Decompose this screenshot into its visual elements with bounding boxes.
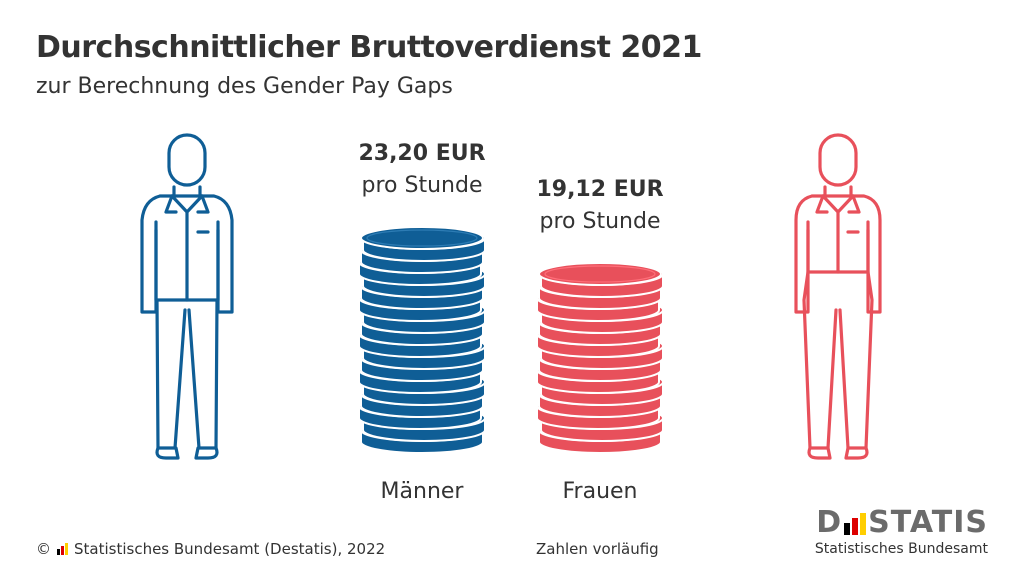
male-figure-icon [140,133,234,460]
coin-stack-0 [358,226,486,454]
logo-word-right: STATIS [868,505,988,540]
category-label-0: Männer [381,479,465,504]
flag-bar-black [57,549,60,555]
coin-stack-1 [536,262,664,454]
unit-label-0: pro Stunde [362,173,483,198]
source-text: Statistisches Bundesamt (Destatis), 2022 [74,540,386,558]
preliminary-note: Zahlen vorläufig [536,540,659,558]
destatis-logo: D STATIS Statistisches Bundesamt [814,505,988,558]
coin-top-ridge [366,229,478,247]
coin-top-face [538,262,662,286]
logo-bar-red [852,518,859,535]
logo-bar-black [844,523,851,535]
value-label-1: 19,12 EUR [536,177,663,202]
unit-label-1: pro Stunde [540,209,661,234]
category-label-1: Frauen [562,479,637,504]
value-label-0: 23,20 EUR [358,141,485,166]
logo-subtitle: Statistisches Bundesamt [814,541,988,557]
logo-bars-icon [844,513,867,535]
chart-title: Durchschnittlicher Bruttoverdienst 2021 [36,30,702,65]
coin-top [360,226,484,250]
coin-top [538,262,662,286]
chart-subtitle: zur Berechnung des Gender Pay Gaps [36,74,453,99]
flag-bar-gold [65,543,68,555]
logo-bar-gold [860,513,867,535]
female-figure-icon [794,133,882,460]
destatis-flag-icon [57,543,68,555]
source-note: © Statistisches Bundesamt (Destatis), 20… [36,540,385,558]
flag-bar-red [61,546,64,555]
logo-word-left: D [816,505,843,540]
copyright-symbol: © [36,540,51,558]
coin-top-ridge [544,265,656,283]
coin-top-face [360,226,484,250]
